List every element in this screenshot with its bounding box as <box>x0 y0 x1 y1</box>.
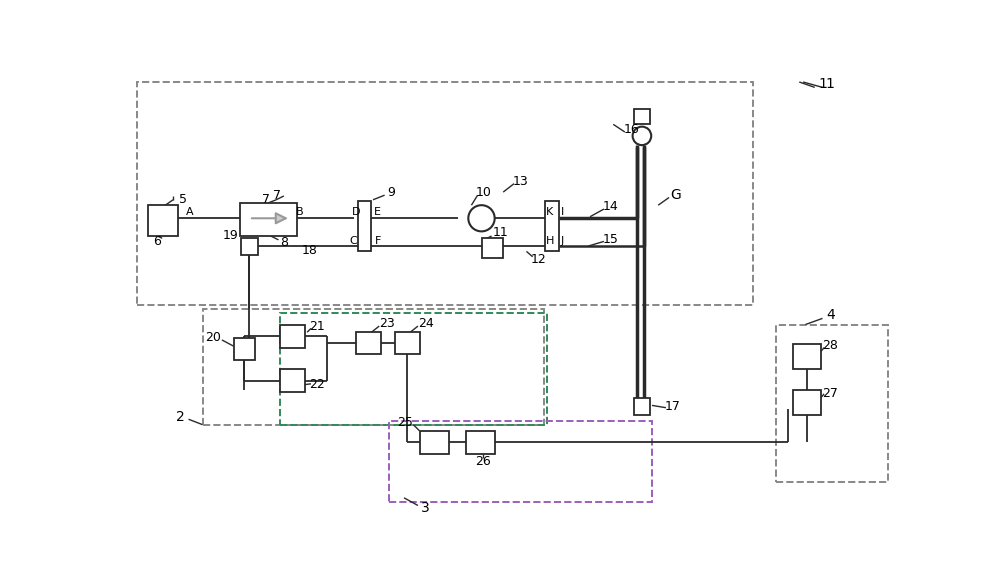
Bar <box>776 325 888 483</box>
Text: 7: 7 <box>273 190 281 203</box>
Text: C: C <box>350 237 358 247</box>
Bar <box>280 325 305 348</box>
Text: 6: 6 <box>154 235 161 248</box>
Bar <box>793 344 821 369</box>
Text: 27: 27 <box>822 387 838 400</box>
Text: 22: 22 <box>309 378 325 391</box>
Bar <box>634 397 650 414</box>
Bar <box>482 238 503 258</box>
Bar <box>466 431 495 454</box>
Text: 8: 8 <box>280 235 288 249</box>
Text: A: A <box>186 207 193 217</box>
Bar <box>388 421 652 502</box>
Text: 18: 18 <box>302 244 317 257</box>
Bar <box>356 332 381 354</box>
Text: 13: 13 <box>513 175 529 188</box>
Text: 26: 26 <box>475 455 491 468</box>
Bar <box>634 109 650 124</box>
Text: 1: 1 <box>826 77 835 92</box>
Text: E: E <box>374 207 381 217</box>
Bar <box>148 205 178 236</box>
Text: 12: 12 <box>531 252 547 265</box>
Bar <box>280 313 547 424</box>
Bar <box>240 203 297 236</box>
Text: 21: 21 <box>309 319 325 333</box>
Text: G: G <box>670 188 681 202</box>
Text: F: F <box>374 237 381 247</box>
Text: H: H <box>546 237 554 247</box>
Bar <box>202 309 544 424</box>
Text: 14: 14 <box>602 200 618 213</box>
Bar <box>280 369 305 392</box>
Text: K: K <box>546 207 553 217</box>
Text: 25: 25 <box>398 416 413 429</box>
Text: 5: 5 <box>179 193 187 206</box>
Text: 10: 10 <box>476 185 492 198</box>
Text: 24: 24 <box>418 317 434 330</box>
Text: I: I <box>560 207 564 217</box>
Text: 20: 20 <box>205 331 221 344</box>
Text: B: B <box>296 207 304 217</box>
Text: 23: 23 <box>379 317 395 330</box>
Text: 7: 7 <box>262 193 270 206</box>
Text: 16: 16 <box>623 123 639 136</box>
Bar <box>420 431 449 454</box>
Bar <box>234 338 255 360</box>
Bar <box>545 201 559 251</box>
Text: 4: 4 <box>826 308 835 322</box>
Text: D: D <box>352 207 360 217</box>
Text: 11: 11 <box>492 227 508 239</box>
Text: 15: 15 <box>602 234 618 247</box>
Bar <box>358 201 371 251</box>
Text: 2: 2 <box>176 410 185 424</box>
Text: 19: 19 <box>223 230 238 242</box>
Text: 1: 1 <box>818 77 827 92</box>
Bar <box>241 238 258 255</box>
Text: 28: 28 <box>822 339 838 352</box>
Bar <box>793 390 821 416</box>
Text: 9: 9 <box>387 185 395 198</box>
Bar <box>395 332 420 354</box>
Text: 3: 3 <box>421 501 430 515</box>
Bar <box>137 82 753 305</box>
Text: 17: 17 <box>664 400 680 413</box>
Text: J: J <box>560 237 564 247</box>
